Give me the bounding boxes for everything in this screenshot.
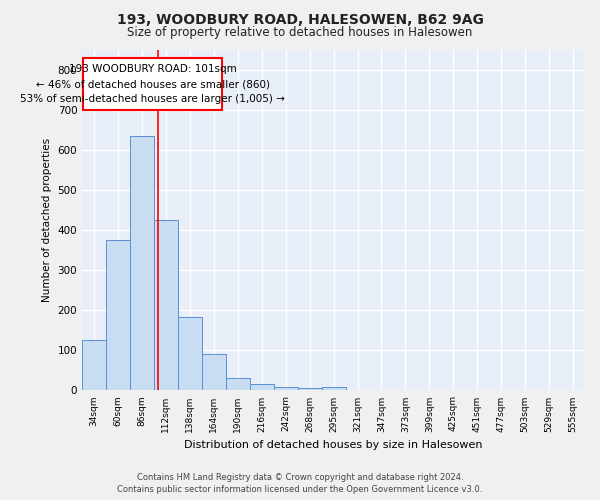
FancyBboxPatch shape (83, 58, 222, 110)
Text: 53% of semi-detached houses are larger (1,005) →: 53% of semi-detached houses are larger (… (20, 94, 285, 104)
Bar (202, 354, 226, 390)
Text: Contains HM Land Registry data © Crown copyright and database right 2024.
Contai: Contains HM Land Registry data © Crown c… (118, 472, 482, 494)
Text: Size of property relative to detached houses in Halesowen: Size of property relative to detached ho… (127, 26, 473, 39)
Bar (274, 387, 298, 390)
Bar (226, 378, 250, 390)
Text: ← 46% of detached houses are smaller (860): ← 46% of detached houses are smaller (86… (36, 79, 270, 89)
Bar (106, 240, 130, 390)
Bar (298, 388, 322, 390)
Bar (178, 317, 202, 390)
Bar (154, 220, 178, 390)
Bar (250, 384, 274, 390)
Bar (82, 340, 106, 390)
Bar (130, 136, 154, 390)
Y-axis label: Number of detached properties: Number of detached properties (42, 138, 52, 302)
X-axis label: Distribution of detached houses by size in Halesowen: Distribution of detached houses by size … (184, 440, 483, 450)
Bar (322, 387, 346, 390)
Text: 193, WOODBURY ROAD, HALESOWEN, B62 9AG: 193, WOODBURY ROAD, HALESOWEN, B62 9AG (116, 12, 484, 26)
Text: 193 WOODBURY ROAD: 101sqm: 193 WOODBURY ROAD: 101sqm (69, 64, 236, 74)
